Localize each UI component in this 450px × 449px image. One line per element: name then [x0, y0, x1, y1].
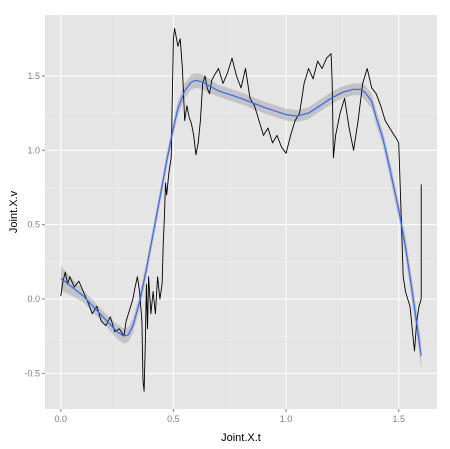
x-tick-label: 1.0: [280, 414, 293, 424]
x-tick-label: 1.5: [392, 414, 405, 424]
x-axis-ticks: 0.0 0.5 1.0 1.5: [55, 409, 405, 424]
x-tick-label: 0.5: [167, 414, 180, 424]
grid-lines: [45, 15, 437, 409]
x-axis-title: Joint.X.t: [221, 432, 261, 444]
smooth-series-line: [60, 79, 422, 356]
y-tick-label: 0.0: [27, 294, 40, 304]
smooth-series: [60, 79, 422, 356]
y-tick-label: -0.5: [24, 368, 40, 378]
y-tick-label: 1.5: [27, 71, 40, 81]
raw-series-line: [60, 27, 422, 392]
y-axis-title: Joint.X.v: [8, 190, 20, 233]
raw-series: [60, 27, 422, 392]
plot-panel: [45, 15, 437, 409]
x-tick-label: 0.0: [55, 414, 68, 424]
y-tick-label: 0.5: [27, 220, 40, 230]
y-tick-label: 1.0: [27, 145, 40, 155]
y-axis-ticks: -0.5 0.0 0.5 1.0 1.5: [24, 71, 45, 378]
